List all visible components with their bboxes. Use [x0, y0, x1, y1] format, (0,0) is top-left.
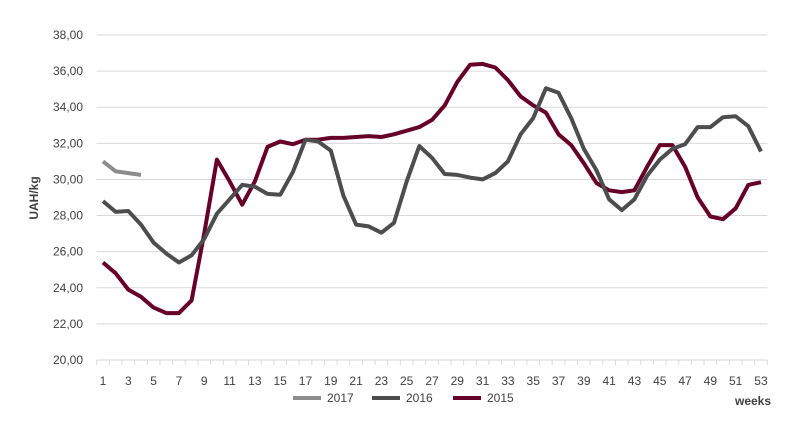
- x-tick-label: 25: [400, 374, 414, 388]
- x-axis-tick-labels: 1 3 5 7 9 11 13 15 17 19 21 23 25 27 29 31 33 35 37 39 41 43 4…: [100, 374, 768, 388]
- y-tick-label: 20,00: [53, 353, 83, 367]
- x-axis: [96, 359, 768, 365]
- y-tick-label: 38,00: [53, 28, 83, 42]
- y-tick-label: 22,00: [53, 317, 83, 331]
- series-lines: [101, 61, 763, 316]
- x-tick-label: 53: [754, 374, 768, 388]
- series-line-2016: [101, 86, 763, 265]
- x-axis-label: weeks: [734, 394, 771, 408]
- x-tick-label: 31: [476, 374, 490, 388]
- series-line-2017: [101, 159, 142, 177]
- x-tick-label: 1: [100, 374, 107, 388]
- y-tick-label: 30,00: [53, 172, 83, 186]
- y-tick-label: 36,00: [53, 64, 83, 78]
- x-tick-label: 27: [425, 374, 439, 388]
- x-tick-label: 11: [223, 374, 236, 388]
- x-tick-label: 35: [527, 374, 541, 388]
- x-tick-label: 19: [324, 374, 338, 388]
- legend: 2017 2016 2015: [293, 391, 514, 405]
- x-tick-label: 45: [653, 374, 667, 388]
- x-tick-label: 43: [628, 374, 642, 388]
- x-tick-label: 5: [150, 374, 157, 388]
- legend-label-2015: 2015: [487, 391, 514, 405]
- legend-label-2017: 2017: [327, 391, 354, 405]
- x-tick-label: 13: [248, 374, 262, 388]
- x-tick-label: 29: [451, 374, 465, 388]
- x-tick-label: 7: [176, 374, 183, 388]
- x-tick-label: 41: [602, 374, 616, 388]
- x-tick-label: 37: [552, 374, 566, 388]
- y-tick-label: 34,00: [53, 100, 83, 114]
- y-tick-label: 26,00: [53, 245, 83, 259]
- x-tick-label: 23: [375, 374, 389, 388]
- x-tick-label: 9: [201, 374, 208, 388]
- y-tick-label: 24,00: [53, 281, 83, 295]
- y-axis-label: UAH/kg: [27, 176, 41, 219]
- x-tick-label: 47: [678, 374, 692, 388]
- y-tick-label: 28,00: [53, 209, 83, 223]
- y-tick-label: 32,00: [53, 136, 83, 150]
- x-tick-label: 51: [729, 374, 743, 388]
- series-line-2015: [101, 61, 762, 316]
- x-tick-label: 17: [299, 374, 313, 388]
- x-tick-label: 33: [501, 374, 515, 388]
- y-axis-tick-labels: 20,00 22,00 24,00 26,00 28,00 30,00 32,00 34,00…: [53, 28, 83, 367]
- x-tick-label: 3: [125, 374, 132, 388]
- x-tick-label: 49: [704, 374, 718, 388]
- x-tick-label: 39: [577, 374, 591, 388]
- legend-label-2016: 2016: [406, 391, 433, 405]
- x-tick-label: 15: [273, 374, 287, 388]
- x-tick-label: 21: [349, 374, 363, 388]
